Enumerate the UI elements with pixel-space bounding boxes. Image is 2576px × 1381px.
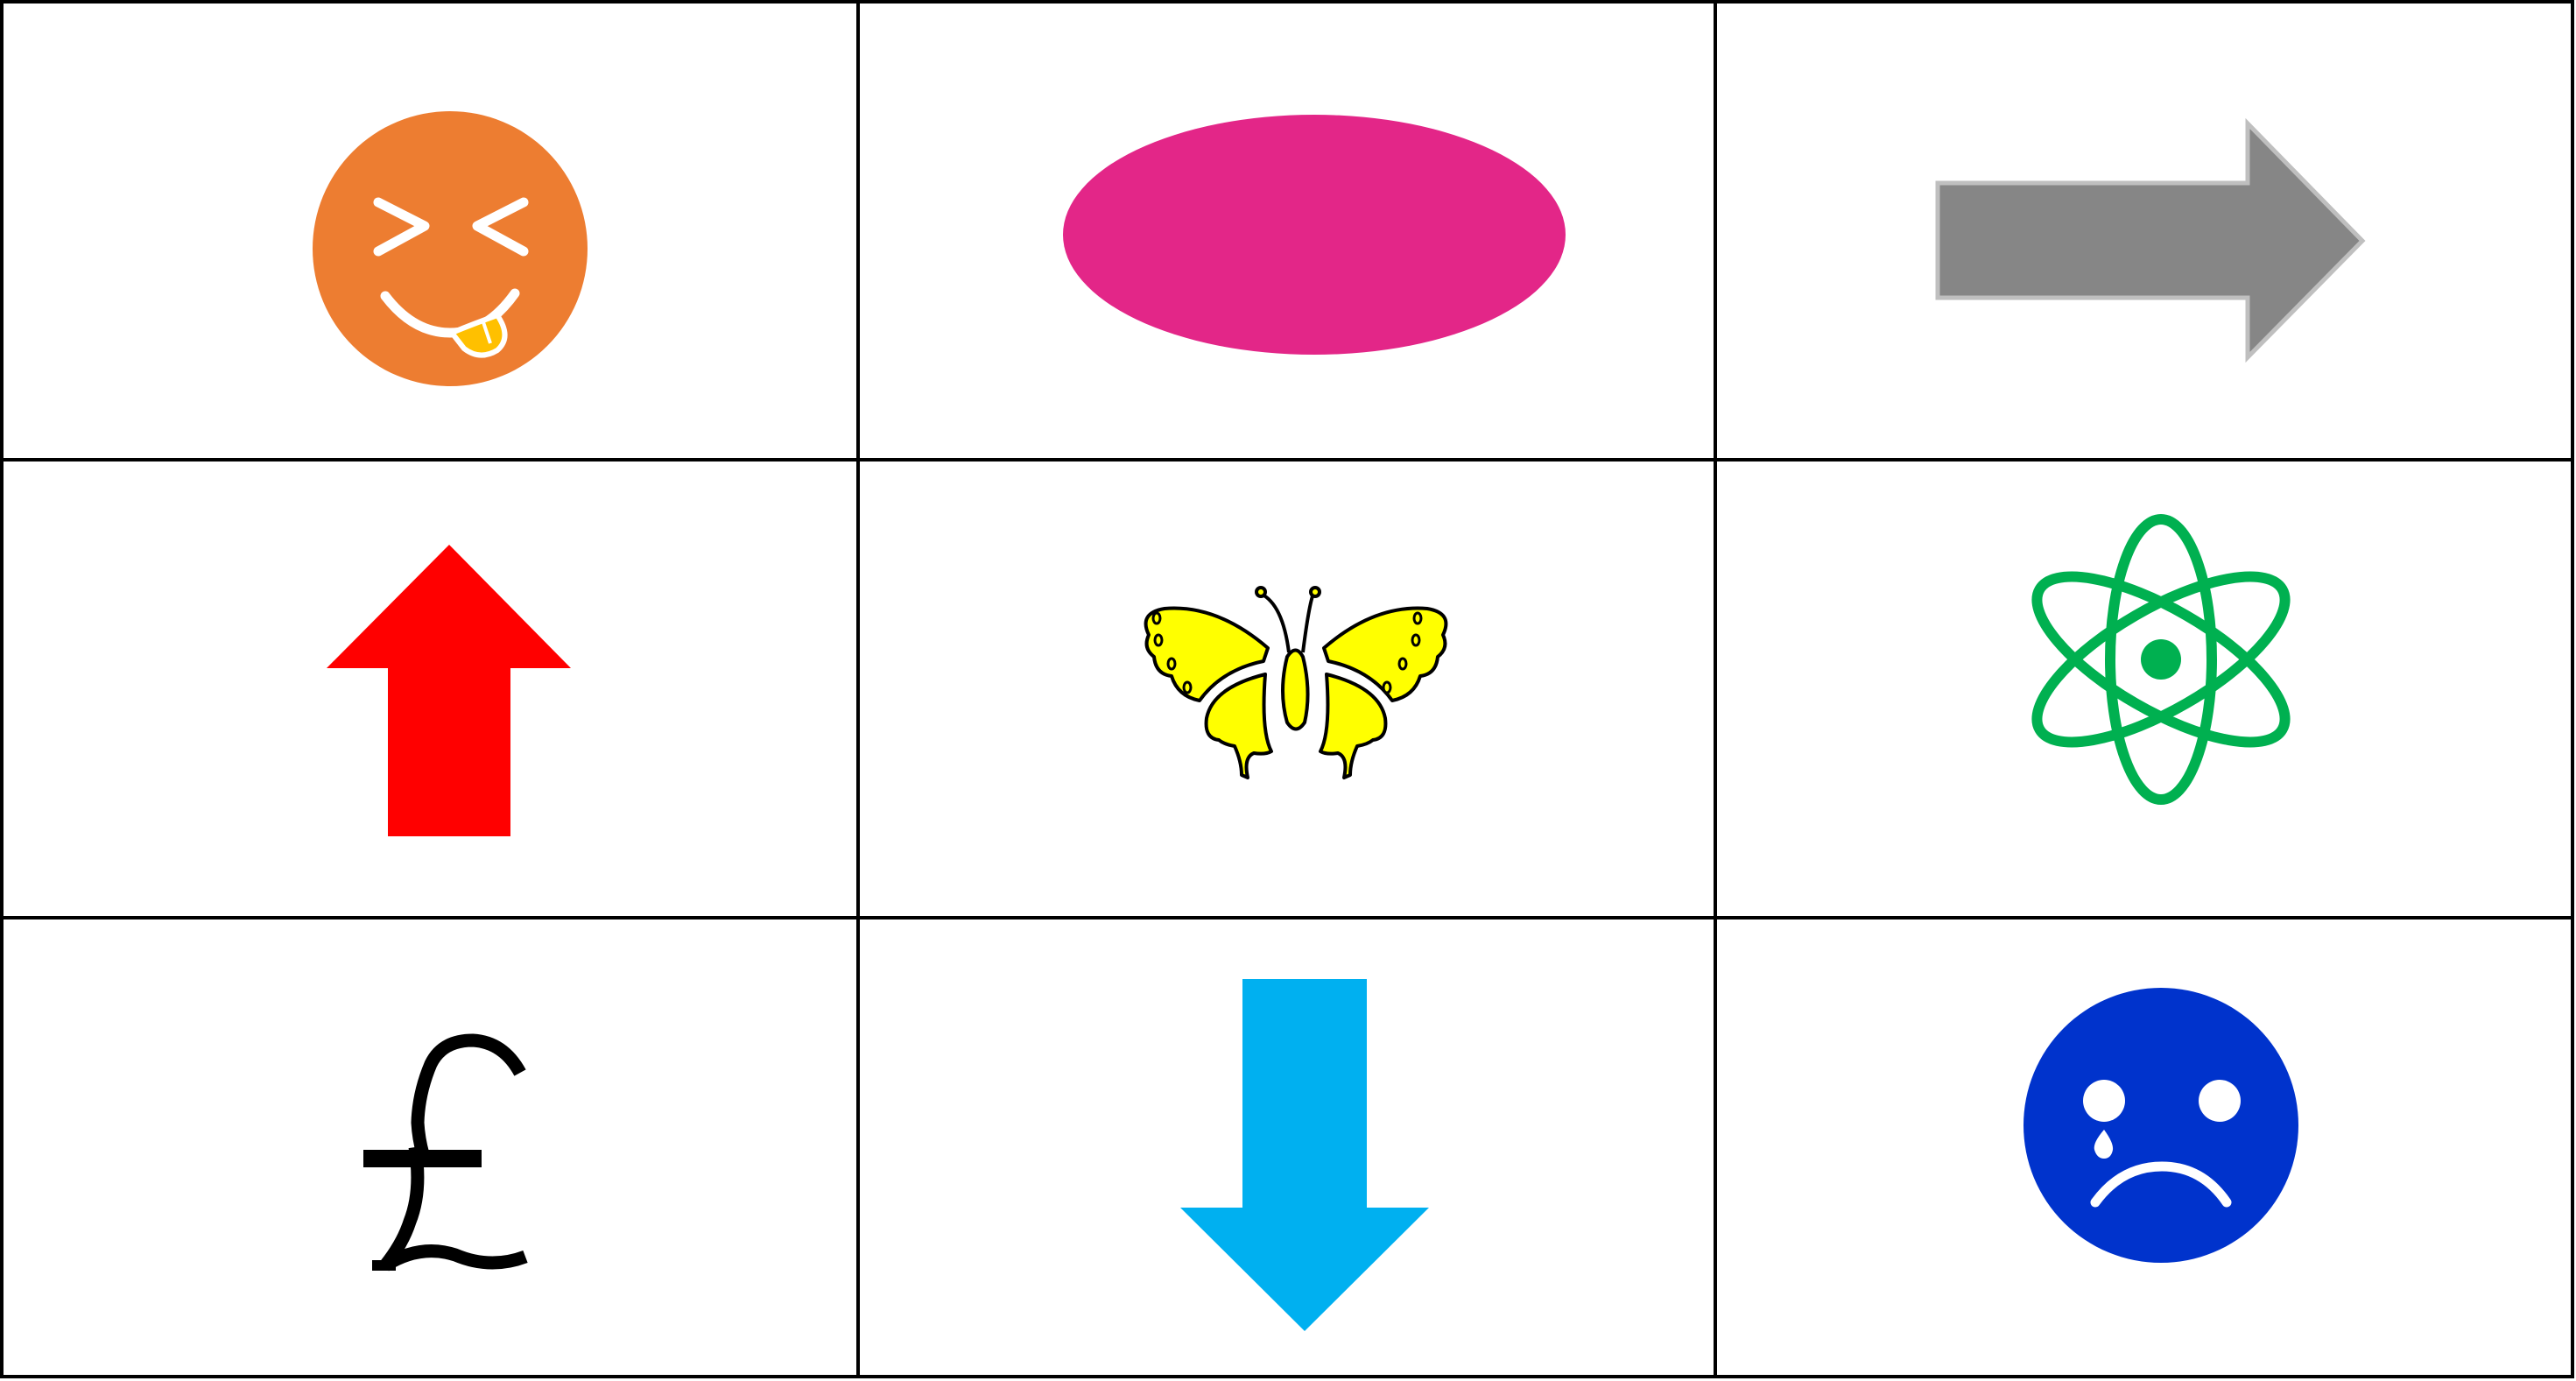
pound-sign-icon: [363, 1033, 528, 1272]
crying-face-icon: [2023, 988, 2298, 1263]
ellipse-icon: [1063, 115, 1566, 355]
right-arrow-icon: [1935, 117, 2366, 363]
up-arrow-icon: [327, 545, 571, 836]
down-arrow-icon: [1180, 979, 1429, 1331]
atom-icon: [2031, 514, 2291, 805]
butterfly-icon: [1144, 586, 1448, 779]
squinting-face-with-tongue-icon: [313, 111, 588, 386]
